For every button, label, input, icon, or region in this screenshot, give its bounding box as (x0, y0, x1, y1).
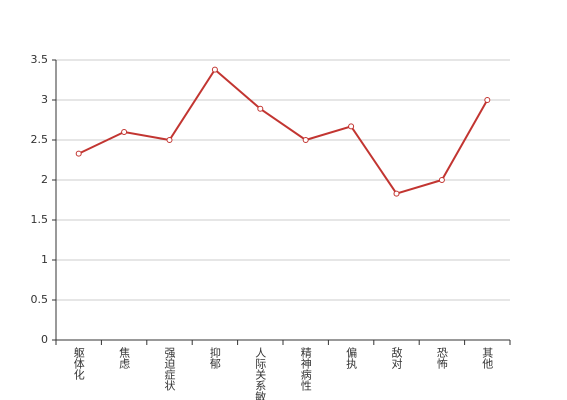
line (78, 68, 489, 195)
x-tick-label: 强迫症状 (163, 347, 176, 391)
x-tick-label: 恐怖 (435, 347, 448, 369)
x-tick-label: 抑郁 (208, 346, 221, 369)
point (121, 129, 128, 135)
x-tick-label: 焦虑 (118, 347, 131, 369)
y-tick-label: 1 (41, 253, 48, 266)
point (257, 105, 264, 112)
x-tick-label: 敌对 (390, 346, 403, 369)
x-tick-label: 偏执 (345, 346, 358, 370)
point (438, 177, 445, 183)
point (393, 190, 400, 197)
y-tick-label: 0 (41, 333, 48, 346)
x-tick-label: 其他 (481, 347, 494, 369)
x-tick-label: 躯体化 (72, 347, 85, 381)
point (348, 123, 355, 130)
x-tick-label: 精神病性 (299, 347, 312, 392)
y-tick-label: 2.5 (31, 133, 49, 146)
y-tick-label: 0.5 (31, 293, 49, 306)
y-tick-label: 1.5 (31, 213, 49, 226)
point (302, 137, 309, 143)
y-tick-label: 3 (41, 93, 48, 106)
x-tick-label: 人际关系敏感 (254, 347, 267, 400)
point (166, 137, 173, 143)
point (75, 150, 82, 157)
point (211, 66, 218, 73)
y-tick-label: 2 (41, 173, 48, 186)
point (484, 97, 491, 103)
y-tick-label: 3.5 (31, 53, 49, 66)
